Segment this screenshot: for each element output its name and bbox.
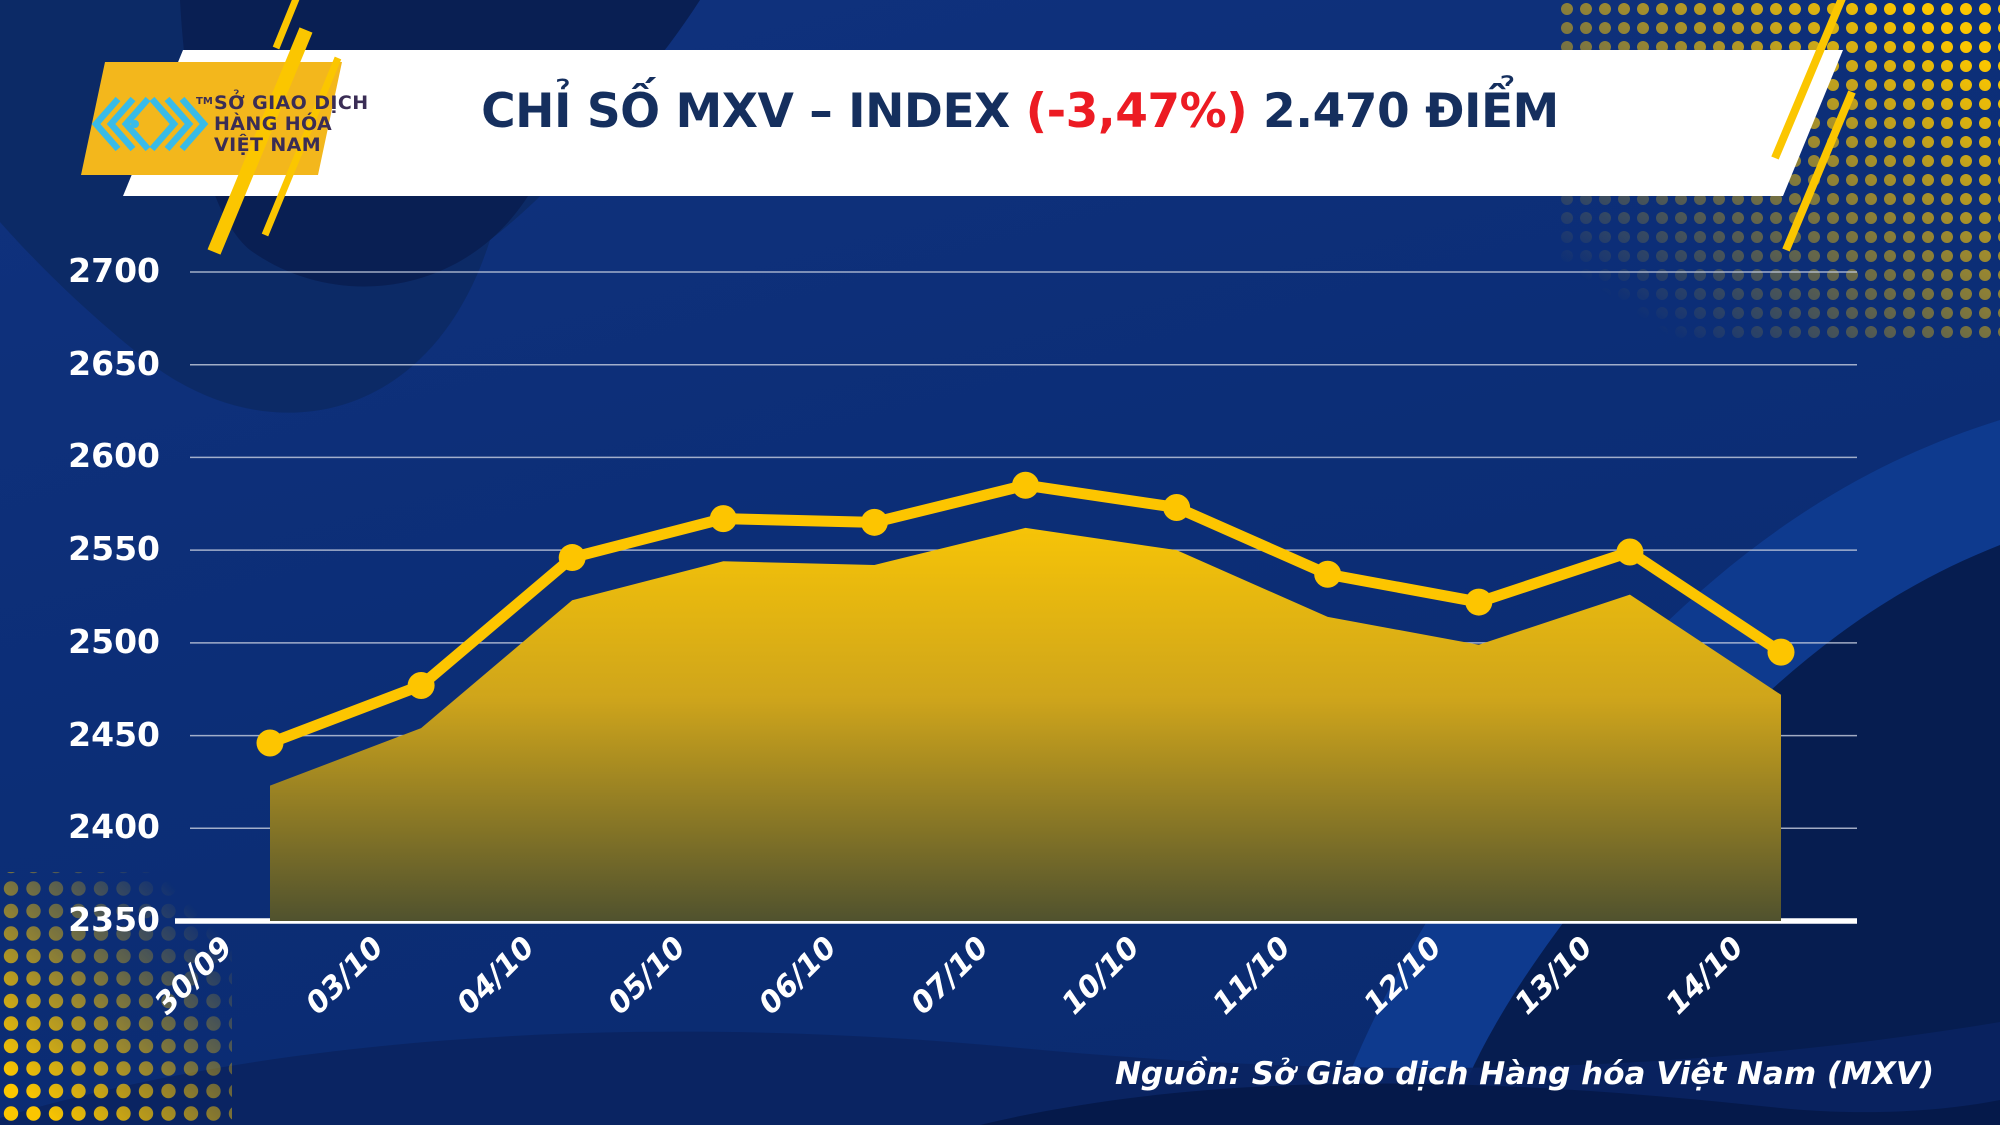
header-band [123, 50, 1843, 196]
y-tick-label: 2500 [68, 621, 160, 661]
data-point-dot [709, 505, 737, 533]
data-point-dot [256, 729, 284, 757]
y-tick-label: 2450 [68, 714, 160, 754]
y-tick-label: 2650 [68, 343, 160, 383]
logo-text-line1: SỞ GIAO DỊCH [214, 92, 369, 114]
slash-accents [207, 0, 1856, 255]
y-tick-label: 2350 [68, 900, 160, 939]
data-point-dot [1767, 638, 1795, 666]
logo-text-line3: VIỆT NAM [214, 134, 322, 156]
halftone-dots-bottom-left [0, 872, 232, 1125]
page-title: CHỈ SỐ MXV – INDEX (-3,47%) 2.470 ĐIỂM [420, 86, 1620, 138]
y-tick-label: 2400 [68, 807, 160, 847]
series-area [270, 527, 1781, 921]
data-point-dot [1616, 538, 1644, 566]
y-tick-label: 2600 [68, 436, 160, 476]
y-tick-label: 2550 [68, 529, 160, 569]
data-point-dot [407, 672, 435, 700]
data-point-dot [1465, 588, 1493, 616]
data-point-dot [1012, 471, 1039, 499]
title-points: 2.470 ĐIỂM [1247, 84, 1559, 139]
source-caption: Nguồn: Sở Giao dịch Hàng hóa Việt Nam (M… [1114, 1056, 1934, 1092]
wave-bottom-deep [980, 1083, 2000, 1125]
data-point-dot [1314, 560, 1342, 588]
y-tick-label: 2700 [68, 251, 160, 290]
logo-text-line2: HÀNG HÓA [214, 113, 333, 135]
data-point-dot [860, 508, 888, 536]
data-point-dot [558, 544, 586, 572]
logo-text: SỞ GIAO DỊCH HÀNG HÓA VIỆT NAM [214, 93, 369, 156]
mxv-logo-icon [91, 96, 209, 152]
title-text: CHỈ SỐ MXV – INDEX [481, 84, 1026, 139]
title-change-percent: (-3,47%) [1025, 84, 1248, 139]
data-point-dot [1163, 493, 1191, 521]
trademark-symbol: TM [196, 96, 213, 107]
